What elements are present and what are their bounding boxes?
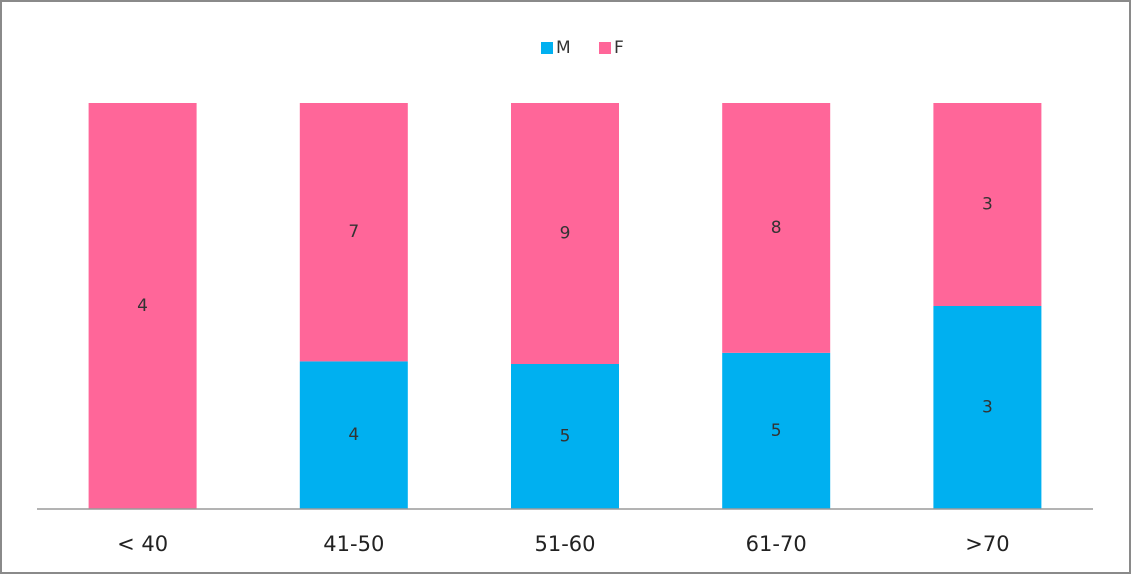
x-tick-label: >70: [965, 532, 1009, 556]
data-label: 4: [348, 425, 359, 445]
data-label: 5: [560, 427, 571, 447]
legend-label: M: [556, 38, 571, 58]
bar-segment: [722, 352, 831, 509]
data-label: 3: [982, 398, 993, 418]
bar-segment: [933, 103, 1042, 306]
x-tick-label: 51-60: [534, 532, 595, 556]
data-label: 5: [771, 421, 782, 441]
data-label: 3: [982, 195, 993, 215]
bar-segment: [722, 103, 831, 353]
bar-segment: [933, 306, 1042, 509]
bar-segment: [88, 103, 197, 509]
legend-label: F: [614, 38, 624, 58]
x-tick-label: 61-70: [746, 532, 807, 556]
data-label: 4: [137, 296, 148, 316]
legend-swatch: [599, 42, 611, 54]
bar-segment: [299, 103, 408, 362]
legend-swatch: [541, 42, 553, 54]
bar-segment: [511, 103, 619, 364]
bar-segment: [511, 364, 619, 509]
data-label: 9: [560, 224, 571, 244]
data-label: 7: [348, 222, 359, 242]
data-label: 8: [771, 218, 782, 238]
bar-segment: [299, 361, 408, 509]
x-tick-label: < 40: [117, 532, 168, 556]
x-tick-label: 41-50: [323, 532, 384, 556]
